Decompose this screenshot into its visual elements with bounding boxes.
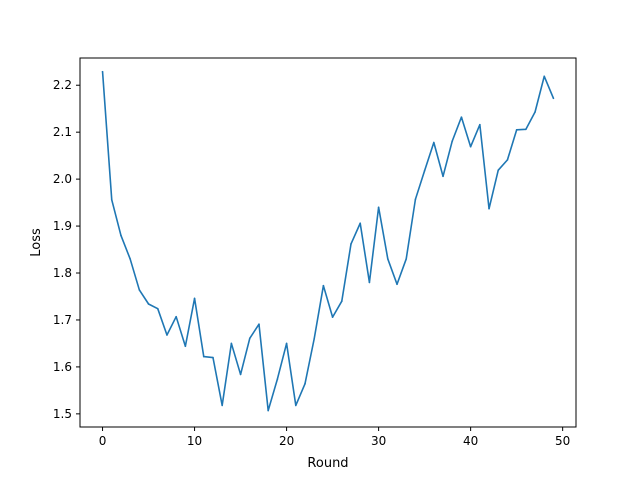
series-line (101, 71, 555, 412)
y-tick-label: 2.1 (53, 125, 72, 139)
y-axis-label: Loss (29, 228, 44, 257)
data-point (322, 284, 325, 287)
y-tick-label: 2.0 (53, 172, 72, 186)
data-point (304, 383, 306, 385)
data-point (552, 97, 555, 100)
data-point (276, 378, 279, 380)
data-point (120, 234, 122, 237)
data-point (230, 342, 233, 345)
data-point (451, 140, 454, 142)
x-tick-label: 10 (187, 434, 202, 448)
x-axis-label: Round (307, 456, 348, 471)
data-point (138, 289, 141, 291)
data-point (506, 159, 509, 161)
data-point (377, 206, 380, 209)
data-point (543, 75, 546, 78)
data-point (285, 342, 288, 345)
data-point (184, 345, 187, 348)
data-point (267, 409, 269, 412)
x-tick-label: 40 (463, 434, 478, 448)
data-point (193, 297, 196, 300)
data-point (433, 141, 435, 144)
y-tick-label: 2.2 (53, 78, 72, 92)
data-point (166, 334, 168, 336)
data-point (341, 300, 343, 302)
plot-frame (79, 57, 577, 428)
data-point (258, 323, 260, 325)
data-point (359, 222, 362, 225)
x-tick-label: 50 (555, 434, 570, 448)
data-point (239, 373, 242, 376)
x-tick-label: 30 (371, 434, 386, 448)
data-point (313, 337, 315, 340)
data-point (248, 337, 251, 340)
data-point (368, 281, 371, 284)
x-tick-label: 0 (99, 434, 107, 448)
data-point (147, 303, 150, 305)
data-point (350, 243, 352, 245)
y-tick-label: 1.6 (53, 360, 72, 374)
data-point (479, 123, 481, 126)
data-point (515, 129, 518, 131)
data-point (294, 404, 297, 407)
x-tick-label: 20 (279, 434, 294, 448)
data-point (488, 207, 490, 210)
data-point (101, 70, 104, 73)
data-point (331, 316, 334, 318)
data-point (396, 283, 398, 286)
data-point (221, 404, 223, 407)
data-point (212, 356, 214, 359)
y-tick-label: 1.7 (53, 313, 72, 327)
y-axis-ticks: 1.5 1.6 1.7 1.8 1.9 2.0 2.1 2.2 (53, 78, 80, 421)
data-point (405, 258, 408, 260)
data-point (387, 258, 389, 260)
data-point (202, 355, 205, 358)
data-point (414, 198, 417, 201)
x-axis-ticks: 0 10 20 30 40 50 (99, 427, 570, 448)
data-point (534, 111, 536, 113)
y-tick-label: 1.8 (53, 266, 72, 280)
data-point (110, 198, 113, 201)
data-point (497, 169, 500, 172)
data-point (156, 307, 159, 310)
data-point (460, 116, 463, 118)
data-point (175, 315, 177, 318)
data-point (525, 128, 527, 131)
y-tick-label: 1.5 (53, 407, 72, 421)
data-point (423, 169, 426, 172)
y-tick-label: 1.9 (53, 219, 72, 233)
series-layer (101, 70, 555, 412)
data-point (469, 145, 472, 148)
data-point (129, 258, 131, 260)
data-point (442, 175, 444, 178)
